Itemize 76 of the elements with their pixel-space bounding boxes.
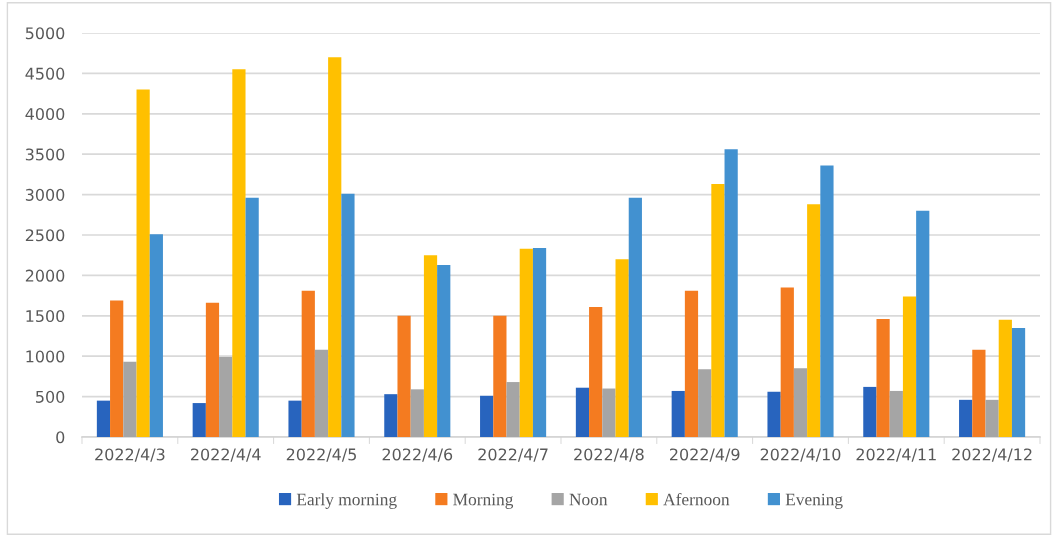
x-tick-label: 2022/4/4 xyxy=(191,448,261,462)
y-tick-label: 0 xyxy=(56,431,65,444)
y-tick-label: 1000 xyxy=(26,350,65,363)
bar xyxy=(767,391,781,437)
bar xyxy=(328,57,342,437)
legend-label: Evening xyxy=(785,493,843,509)
y-tick-label: 2000 xyxy=(25,269,65,282)
bar xyxy=(985,399,999,437)
bar xyxy=(149,234,163,437)
bar xyxy=(820,165,834,437)
legend-label: Afernoon xyxy=(663,492,730,506)
bar xyxy=(793,368,808,437)
bar xyxy=(589,306,603,437)
bar xyxy=(889,390,903,437)
bar xyxy=(397,315,411,437)
x-tick-label: 2022/4/10 xyxy=(760,448,841,462)
bar xyxy=(602,388,616,437)
bar xyxy=(423,255,438,437)
legend-label: Noon xyxy=(569,493,608,506)
x-tick-label: 2022/4/6 xyxy=(382,448,453,462)
bar xyxy=(437,264,451,437)
x-tick-label: 2022/4/12 xyxy=(952,448,1032,462)
bar xyxy=(480,395,494,437)
bar xyxy=(998,319,1012,437)
bar xyxy=(110,300,124,437)
bar xyxy=(724,149,738,437)
y-tick-label: 4000 xyxy=(25,108,65,121)
bar xyxy=(493,315,507,437)
y-tick-label: 4500 xyxy=(25,67,65,80)
bar xyxy=(136,89,150,437)
y-tick-label: 1500 xyxy=(26,310,65,323)
legend-label: Early morning xyxy=(296,493,397,509)
bar xyxy=(807,204,821,437)
x-tick-label: 2022/4/5 xyxy=(286,448,356,462)
bar xyxy=(902,296,917,437)
y-tick-label: 500 xyxy=(36,390,65,403)
bar xyxy=(519,248,533,437)
bar xyxy=(684,290,699,437)
bar xyxy=(959,399,973,437)
bar xyxy=(245,197,259,437)
bar xyxy=(410,389,424,437)
bar xyxy=(314,349,329,437)
bar xyxy=(192,403,206,437)
bar xyxy=(205,302,220,437)
bar xyxy=(532,247,547,437)
y-tick-label: 3000 xyxy=(25,188,65,201)
y-tick-label: 3500 xyxy=(25,148,65,161)
bar xyxy=(711,184,725,437)
bar xyxy=(671,390,685,437)
bar xyxy=(972,349,986,437)
y-tick-label: 5000 xyxy=(25,27,65,40)
bar xyxy=(506,382,520,437)
legend-label: Morning xyxy=(453,493,514,509)
bar xyxy=(876,319,890,437)
x-tick-label: 2022/4/11 xyxy=(856,448,936,462)
bar xyxy=(232,69,246,437)
bar xyxy=(301,290,315,437)
bar xyxy=(628,197,642,437)
y-tick-label: 2500 xyxy=(25,229,65,242)
bar xyxy=(384,394,398,437)
bar xyxy=(780,287,794,437)
bar xyxy=(1011,327,1026,437)
bar xyxy=(96,400,111,437)
bar xyxy=(575,387,590,437)
bar xyxy=(341,193,355,437)
bar xyxy=(288,400,302,437)
bar xyxy=(123,361,137,437)
bar xyxy=(219,357,233,437)
bar xyxy=(863,386,877,437)
bar xyxy=(916,210,930,437)
x-tick-label: 2022/4/8 xyxy=(574,448,644,462)
x-tick-label: 2022/4/9 xyxy=(670,448,740,462)
bar xyxy=(698,369,712,437)
x-tick-label: 2022/4/3 xyxy=(95,448,165,462)
bar xyxy=(615,259,629,437)
x-tick-label: 2022/4/7 xyxy=(478,448,548,462)
